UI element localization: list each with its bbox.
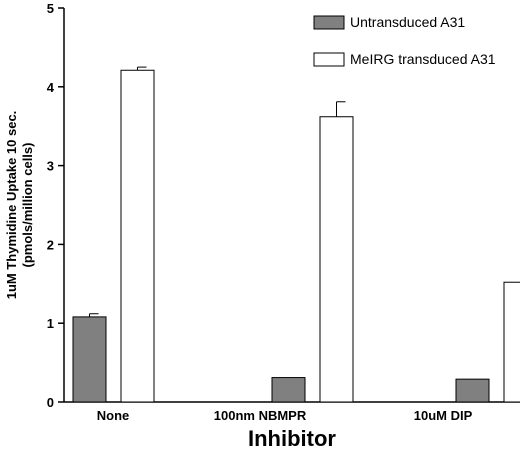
y-tick-label-3: 3 — [47, 159, 54, 174]
bar-series1-cat0 — [120, 69, 155, 403]
x-axis-title: Inhibitor — [248, 426, 336, 451]
legend-swatch-transduced — [313, 52, 345, 67]
bar-series0-cat2 — [455, 378, 490, 403]
bar-series0-cat1 — [271, 377, 306, 403]
legend-label-untransduced: Untransduced A31 — [350, 14, 465, 30]
y-tick-label-0: 0 — [47, 395, 54, 410]
y-tick-label-2: 2 — [47, 237, 54, 252]
category-label-1: 100nm NBMPR — [214, 408, 307, 423]
category-label-2: 10uM DIP — [414, 408, 473, 423]
bars — [72, 66, 520, 403]
category-label-0: None — [97, 408, 130, 423]
legend: Untransduced A31 MeIRG transduced A31 — [313, 14, 496, 67]
y-axis-title: 1uM Thymidine Uptake 10 sec. (pmols/mill… — [4, 111, 35, 300]
legend-swatch-untransduced — [313, 15, 345, 30]
bar-series0-cat0 — [72, 316, 107, 403]
legend-label-transduced: MeIRG transduced A31 — [350, 51, 496, 67]
y-tick-label-5: 5 — [47, 1, 54, 16]
y-axis-title-line-1: 1uM Thymidine Uptake 10 sec. — [4, 111, 19, 300]
y-tick-label-1: 1 — [47, 316, 54, 331]
bar-series1-cat1 — [319, 116, 354, 403]
y-ticks: 0 1 2 3 4 5 — [47, 1, 64, 410]
y-axis-title-line-2: (pmols/million cells) — [20, 143, 35, 268]
y-tick-label-4: 4 — [47, 80, 55, 95]
category-labels: None 100nm NBMPR 10uM DIP — [97, 408, 473, 423]
bar-series1-cat2 — [503, 281, 520, 403]
